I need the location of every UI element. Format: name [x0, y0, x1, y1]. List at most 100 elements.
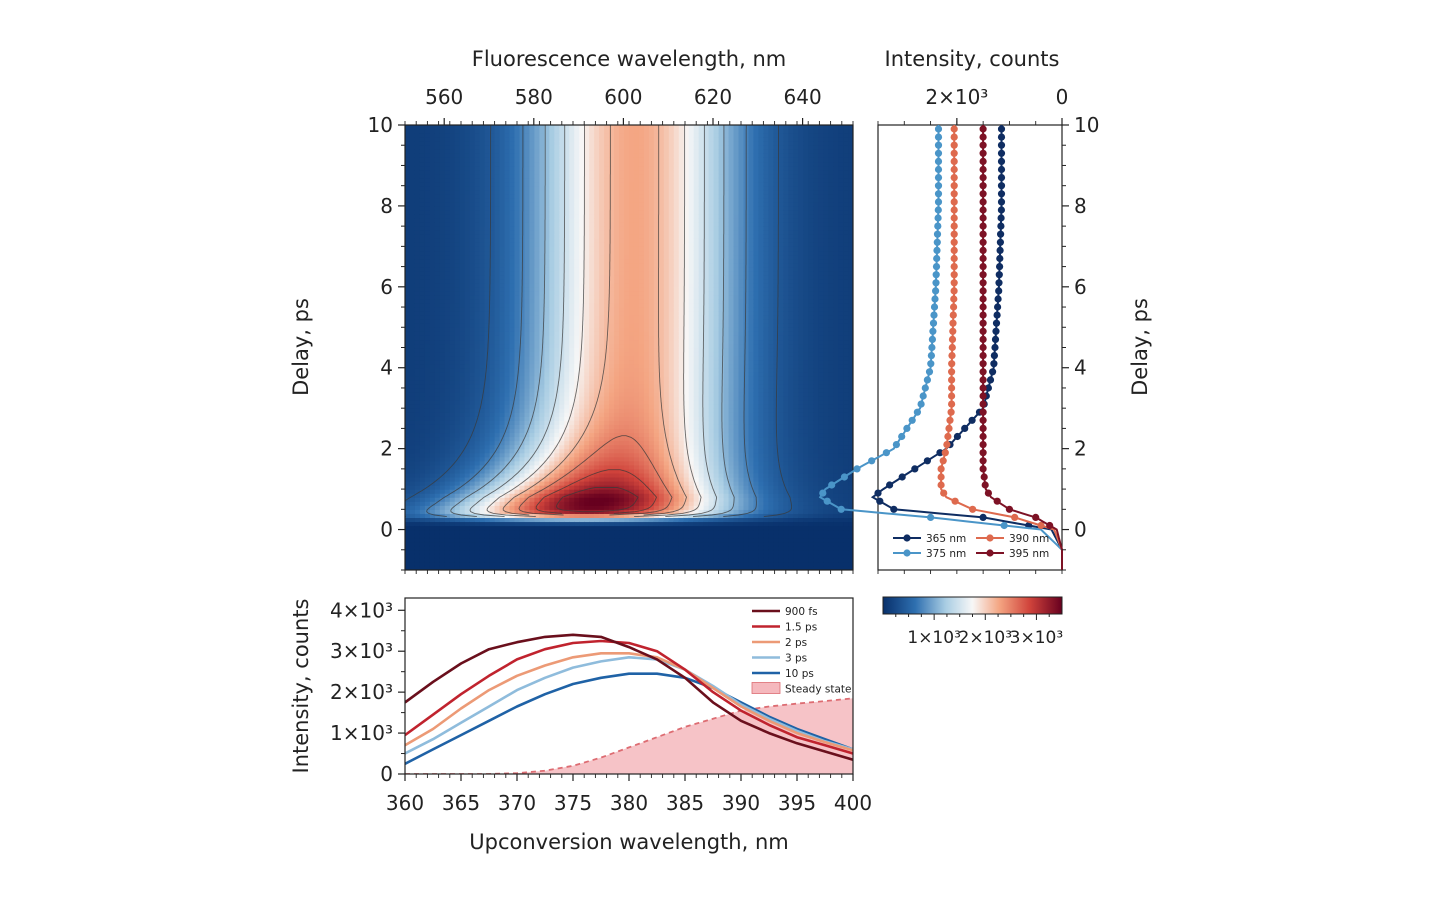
heatmap-cell: [619, 561, 625, 567]
heatmap-cell: [544, 428, 550, 434]
heatmap-cell: [459, 157, 466, 163]
heatmap-cell: [549, 505, 555, 510]
heatmap-cell: [604, 234, 610, 239]
heatmap-cell: [589, 493, 595, 498]
heatmap-cell: [544, 339, 550, 345]
heatmap-cell: [405, 371, 411, 377]
heatmap-cell: [614, 452, 620, 458]
heatmap-cell: [534, 424, 540, 430]
heatmap-cell: [474, 517, 481, 523]
heatmap-cell: [539, 485, 545, 490]
heatmap-cell: [594, 513, 600, 519]
heatmap-cell: [489, 493, 496, 498]
heatmap-cell: [405, 222, 411, 227]
heatmap-cell: [474, 464, 481, 470]
heatmap-cell: [514, 521, 521, 527]
heatmap-cell: [464, 125, 471, 130]
heatmap-cell: [619, 270, 625, 276]
heatmap-cell: [614, 456, 620, 462]
heatmap-cell: [519, 133, 526, 138]
heatmap-cell: [559, 315, 565, 320]
heatmap-cell: [405, 432, 411, 438]
heatmap-cell: [609, 298, 615, 304]
heatmap-cell: [405, 137, 411, 142]
heatmap-cell: [584, 525, 590, 531]
heatmap-cell: [439, 464, 446, 470]
heatmap-cell: [429, 420, 436, 425]
heatmap-cell: [414, 351, 421, 357]
heatmap-cell: [534, 129, 540, 134]
heatmap-cell: [454, 286, 461, 292]
heatmap-cell: [599, 476, 605, 482]
heatmap-cell: [579, 234, 585, 239]
heatmap-cell: [489, 517, 496, 523]
heatmap-cell: [449, 517, 456, 523]
heatmap-cell: [464, 311, 471, 316]
heatmap-cell: [489, 533, 496, 539]
heatmap-cell: [454, 440, 461, 446]
heatmap-cell: [624, 363, 630, 369]
heatmap-cell: [519, 165, 526, 171]
heatmap-cell: [534, 327, 540, 332]
heatmap-cell: [529, 521, 536, 527]
heatmap-cell: [569, 209, 575, 215]
heatmap-cell: [549, 153, 555, 158]
heatmap-cell: [409, 476, 416, 482]
heatmap-cell: [464, 428, 471, 434]
heatmap-cell: [514, 319, 521, 324]
heatmap-cell: [469, 351, 476, 357]
heatmap-cell: [504, 125, 511, 130]
heatmap-cell: [484, 505, 491, 510]
heatmap-cell: [449, 335, 456, 341]
heatmap-cell: [414, 505, 421, 510]
heatmap-cell: [564, 549, 570, 555]
heatmap-cell: [534, 497, 540, 502]
heatmap-cell: [534, 266, 540, 272]
heatmap-cell: [549, 561, 555, 567]
heatmap-cell: [414, 541, 421, 547]
heatmap-cell: [494, 545, 501, 551]
heatmap-cell: [479, 545, 486, 551]
heatmap-cell: [614, 230, 620, 235]
heatmap-cell: [579, 561, 585, 567]
heatmap-cell: [405, 133, 411, 138]
heatmap-cell: [579, 424, 585, 430]
heatmap-cell: [599, 189, 605, 195]
heatmap-cell: [574, 149, 580, 154]
heatmap-cell: [609, 420, 615, 425]
heatmap-cell: [629, 537, 635, 543]
heatmap-cell: [479, 412, 486, 417]
heatmap-cell: [439, 165, 446, 171]
heatmap-cell: [419, 460, 426, 466]
heatmap-cell: [454, 133, 461, 138]
heatmap-cell: [614, 339, 620, 345]
heatmap-cell: [424, 517, 431, 523]
heatmap-cell: [464, 404, 471, 409]
heatmap-cell: [414, 214, 421, 219]
heatmap-cell: [424, 444, 431, 450]
heatmap-cell: [609, 529, 615, 535]
heatmap-cell: [464, 323, 471, 328]
heatmap-cell: [529, 537, 536, 543]
heatmap-cell: [414, 408, 421, 413]
heatmap-cell: [554, 565, 560, 570]
heatmap-cell: [519, 383, 526, 389]
heatmap-cell: [534, 290, 540, 296]
heatmap-cell: [554, 379, 560, 385]
heatmap-cell: [574, 553, 580, 559]
heatmap-cell: [484, 234, 491, 239]
heatmap-cell: [579, 464, 585, 470]
heatmap-cell: [559, 193, 565, 199]
heatmap-cell: [499, 294, 506, 300]
heatmap-cell: [499, 303, 506, 308]
heatmap-cell: [569, 307, 575, 312]
heatmap-cell: [579, 529, 585, 535]
heatmap-cell: [514, 553, 521, 559]
heatmap-cell: [489, 262, 496, 268]
heatmap-cell: [499, 359, 506, 365]
heatmap-cell: [479, 367, 486, 373]
heatmap-cell: [554, 197, 560, 203]
heatmap-cell: [564, 525, 570, 531]
heatmap-cell: [454, 258, 461, 264]
heatmap-cell: [459, 408, 466, 413]
